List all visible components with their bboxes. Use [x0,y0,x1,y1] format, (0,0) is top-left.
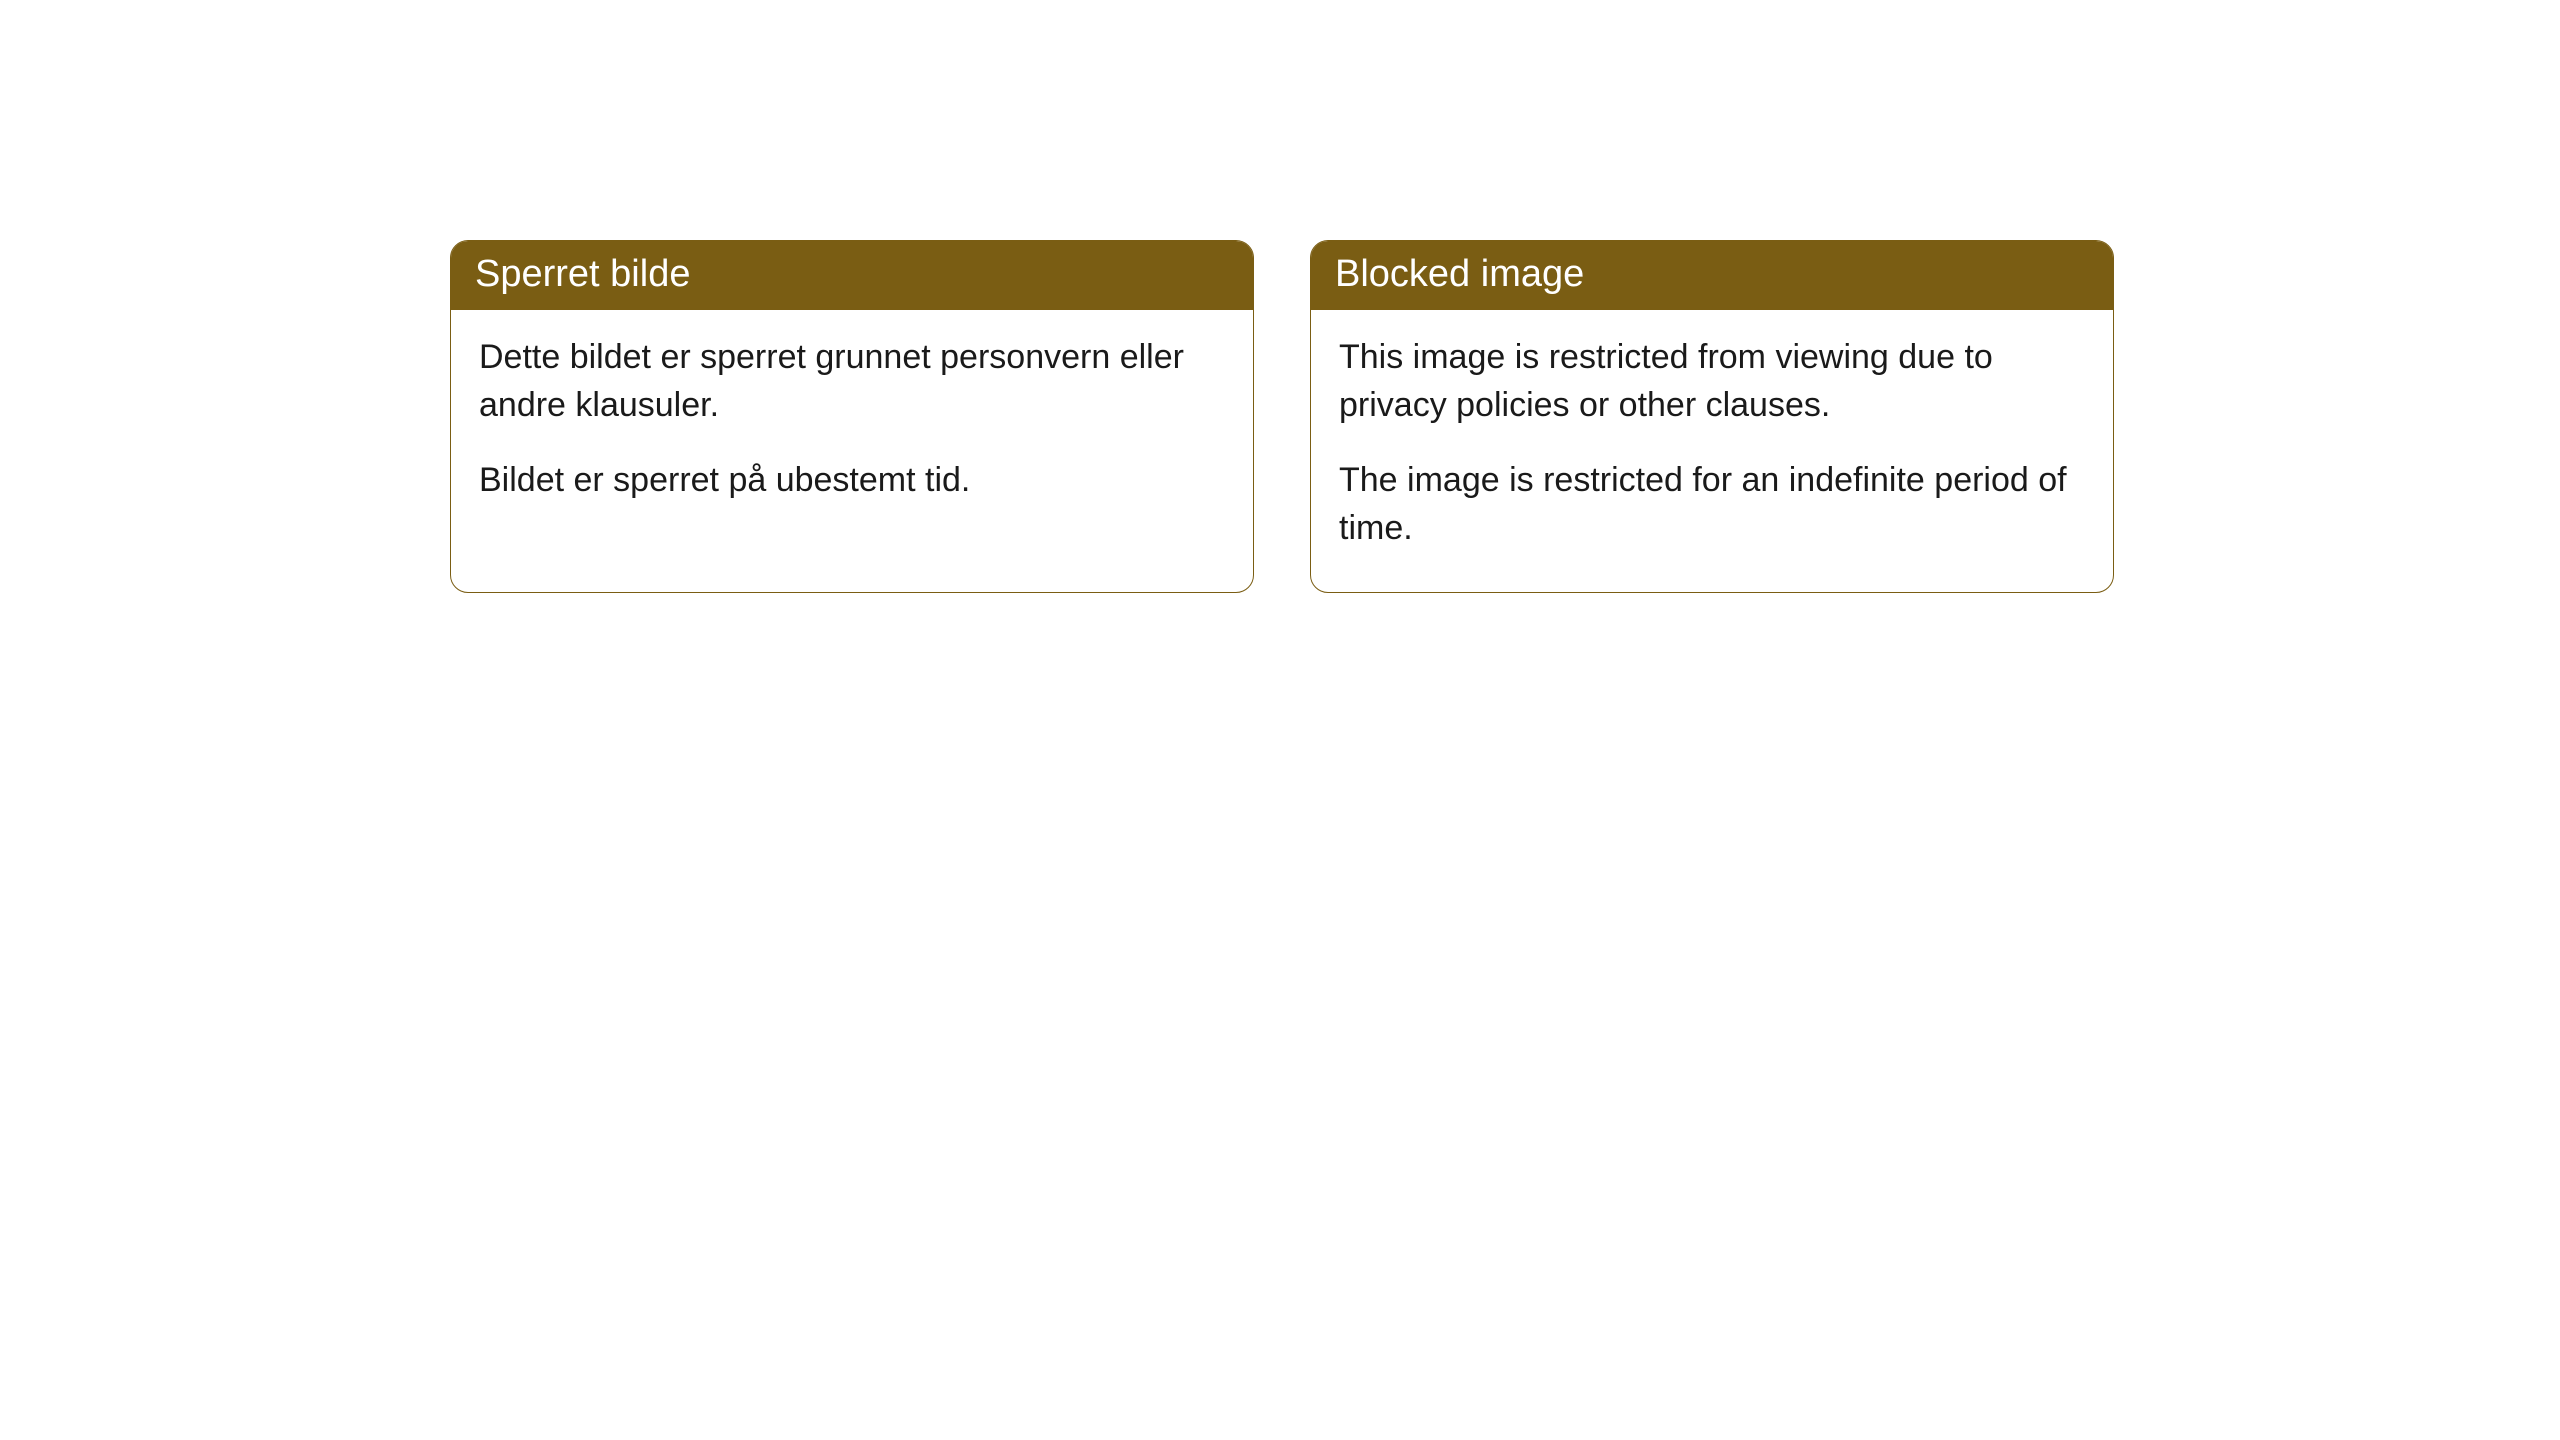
notice-card-english: Blocked image This image is restricted f… [1310,240,2114,593]
notice-container: Sperret bilde Dette bildet er sperret gr… [0,0,2560,593]
notice-body: This image is restricted from viewing du… [1311,310,2113,592]
notice-header: Blocked image [1311,241,2113,310]
notice-card-norwegian: Sperret bilde Dette bildet er sperret gr… [450,240,1254,593]
notice-body: Dette bildet er sperret grunnet personve… [451,310,1253,545]
notice-paragraph: The image is restricted for an indefinit… [1339,457,2085,552]
notice-title: Blocked image [1335,253,1584,295]
notice-paragraph: Dette bildet er sperret grunnet personve… [479,334,1225,429]
notice-paragraph: This image is restricted from viewing du… [1339,334,2085,429]
notice-header: Sperret bilde [451,241,1253,310]
notice-paragraph: Bildet er sperret på ubestemt tid. [479,457,1225,505]
notice-title: Sperret bilde [475,253,690,295]
